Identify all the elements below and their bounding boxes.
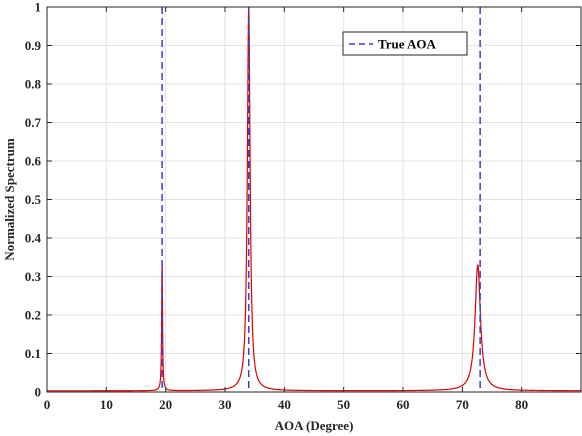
x-tick-label: 30 xyxy=(219,397,232,412)
legend-box xyxy=(342,31,468,56)
true-aoa-layer xyxy=(161,7,481,392)
x-tick-label: 50 xyxy=(337,397,350,412)
x-tick-label: 40 xyxy=(278,397,291,412)
y-axis-label: Normalized Spectrum xyxy=(2,138,17,261)
spectrum-layer xyxy=(47,6,581,392)
x-tick-label: 20 xyxy=(159,397,172,412)
x-tick-label: 10 xyxy=(100,397,113,412)
x-tick-label: 80 xyxy=(515,397,528,412)
y-tick-label: 0.8 xyxy=(25,77,42,92)
y-tick-label: 0.9 xyxy=(25,38,42,53)
x-tick-label: 70 xyxy=(456,397,469,412)
legend: True AOA xyxy=(342,31,468,56)
grid xyxy=(46,6,581,393)
y-tick-label: 0.3 xyxy=(25,269,42,284)
x-ticks: 0 10 20 30 40 50 60 70 80 xyxy=(44,7,528,412)
x-axis-label: AOA (Degree) xyxy=(275,418,354,433)
y-tick-label: 0.6 xyxy=(25,154,42,169)
y-ticks: 0 0.1 0.2 0.3 0.4 0.5 0.6 0.7 0.8 0.9 1 xyxy=(25,0,581,400)
x-tick-label: 60 xyxy=(397,397,410,412)
y-tick-label: 0.1 xyxy=(25,346,41,361)
y-tick-label: 0.4 xyxy=(25,231,42,246)
y-tick-label: 0.2 xyxy=(25,308,41,323)
y-tick-label: 0.7 xyxy=(25,115,42,130)
spectrum-line xyxy=(47,6,581,392)
x-tick-label: 0 xyxy=(44,397,51,412)
y-tick-label: 0 xyxy=(35,385,42,400)
legend-label-true-aoa: True AOA xyxy=(378,37,437,52)
y-tick-label: 1 xyxy=(35,0,42,15)
y-tick-label: 0.5 xyxy=(25,192,42,207)
